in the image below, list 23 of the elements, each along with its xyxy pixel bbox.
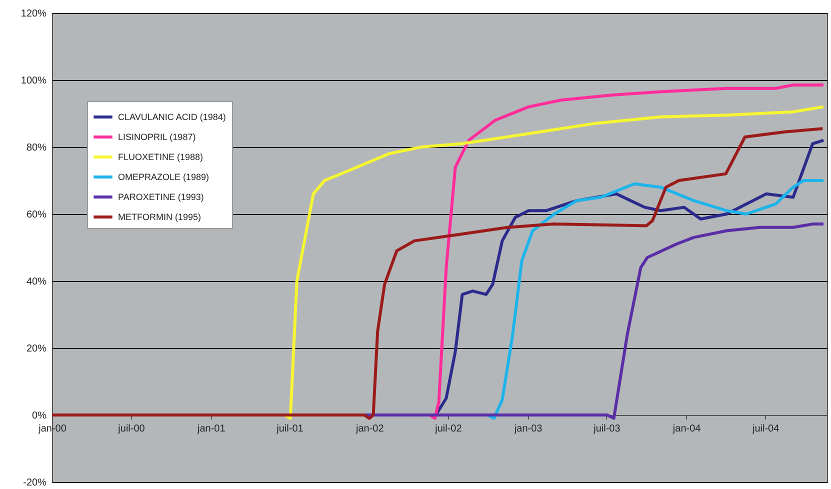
x-tick-label: juil-04 [752,424,780,434]
x-tick-label: juil-03 [592,424,621,434]
legend-label: OMEPRAZOLE (1989) [118,172,210,182]
x-tick-label: jan-02 [354,424,384,434]
x-tick-label: jan-03 [513,424,543,434]
y-tick-label: 40% [26,276,47,288]
y-tick-label: 80% [26,142,47,154]
x-tick-label: juil-02 [434,424,462,434]
y-tick-label: 120% [20,8,47,20]
x-tick-label: jan-01 [196,424,226,434]
y-tick-label: -20% [23,478,47,488]
legend-label: FLUOXETINE (1988) [118,152,204,162]
legend-label: METFORMIN (1995) [118,212,202,222]
x-tick-label: jan-04 [672,424,702,434]
y-tick-label: 20% [26,344,47,354]
y-tick-label: 100% [20,76,47,86]
legend-label: PAROXETINE (1993) [118,192,204,202]
legend-label: CLAVULANIC ACID (1984) [118,112,226,122]
y-tick-label: 60% [26,210,47,220]
x-tick-label: juil-00 [117,424,146,434]
y-tick-label: 0% [32,410,47,422]
x-tick-label: juil-01 [276,424,304,434]
legend-label: LISINOPRIL (1987) [118,132,196,142]
